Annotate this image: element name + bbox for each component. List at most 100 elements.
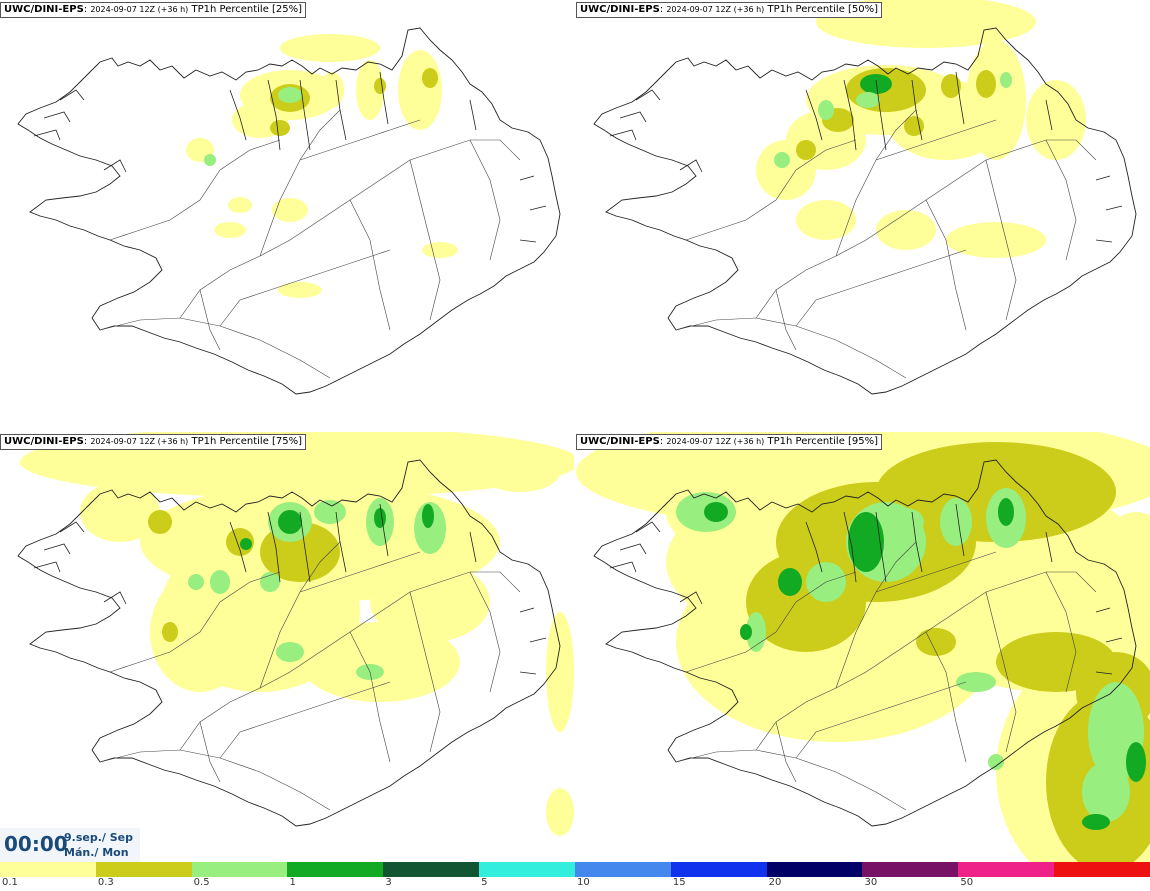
precip-contour: [778, 568, 802, 596]
fjord-line: [519, 175, 535, 181]
precip-contour: [188, 574, 204, 590]
legend-swatch: [574, 862, 671, 877]
precip-contour: [278, 282, 322, 298]
valid-date: 9.sep./ Sep: [64, 831, 133, 844]
fjord-line: [529, 637, 547, 643]
fjord-line: [875, 511, 887, 583]
road-line: [685, 571, 857, 673]
fjord-line: [469, 531, 477, 563]
precip-field: [20, 432, 574, 836]
precip-contour: [860, 74, 892, 94]
legend-swatch: [1054, 862, 1150, 877]
fjord-line: [469, 99, 477, 131]
road-line: [795, 681, 967, 759]
precip-contour: [904, 116, 924, 136]
road-line: [775, 721, 797, 783]
precip-contour: [148, 510, 172, 534]
fjord-line: [635, 521, 661, 533]
precip-contour: [774, 152, 790, 168]
precip-contour: [818, 100, 834, 120]
valid-day: Mán./ Mon: [64, 846, 129, 859]
fjord-line: [59, 89, 85, 101]
parameter: TP1h Percentile [75%]: [191, 436, 303, 447]
precip-contour: [320, 72, 344, 108]
road-line: [219, 249, 391, 327]
fjord-line: [843, 511, 857, 583]
coastline: [17, 27, 561, 395]
precip-contour: [546, 612, 574, 732]
parameter: TP1h Percentile [50%]: [767, 4, 879, 15]
precip-map: [17, 27, 561, 395]
road-line: [409, 159, 441, 321]
precip-contour: [1082, 814, 1110, 830]
precip-contour: [546, 788, 574, 836]
fjord-line: [1095, 175, 1111, 181]
fjord-line: [529, 205, 547, 211]
road-line: [409, 591, 441, 753]
precip-contour: [796, 200, 856, 240]
precip-map: [576, 432, 1150, 863]
fjord-line: [911, 79, 923, 141]
precip-contour: [888, 508, 924, 536]
road-line: [985, 159, 1017, 321]
precip-contour: [796, 140, 816, 160]
precip-contour: [1026, 80, 1086, 160]
precip-contour: [270, 120, 290, 136]
precip-map: [593, 0, 1137, 395]
fjord-line: [519, 239, 537, 243]
fjord-line: [805, 521, 823, 573]
road-line: [109, 571, 281, 673]
fjord-line: [229, 521, 247, 573]
road-line: [875, 551, 997, 593]
precip-contour: [374, 508, 386, 528]
road-line: [349, 631, 391, 763]
precip-contour: [1000, 72, 1012, 88]
precip-contour: [276, 642, 304, 662]
fjord-line: [619, 111, 647, 123]
legend-tick-label: 1: [289, 877, 296, 888]
precip-contour: [272, 198, 308, 222]
road-line: [985, 591, 1017, 753]
legend-tick-label: 5: [481, 877, 488, 888]
fjord-line: [679, 159, 703, 173]
precip-contour: [998, 498, 1014, 526]
legend-tick-label: 50: [960, 877, 974, 888]
fjord-line: [335, 511, 347, 573]
precip-contour: [946, 222, 1046, 258]
fjord-line: [635, 89, 661, 101]
map-panel-50: UWC/DINI-EPS: 2024-09-07 12Z (+36 h) TP1…: [576, 0, 1150, 431]
precip-contour: [80, 482, 160, 542]
fjord-line: [1095, 671, 1113, 675]
fjord-line: [805, 89, 823, 141]
fjord-line: [43, 111, 71, 123]
valid-time-box: 00:00 9.sep./ Sep Mán./ Mon: [0, 828, 140, 862]
coastline: [17, 459, 561, 827]
legend-swatch: [95, 862, 192, 877]
road-line: [925, 199, 967, 331]
precip-contour: [162, 622, 178, 642]
precip-contour: [480, 452, 560, 492]
legend-swatch: [862, 862, 959, 877]
fjord-line: [43, 543, 71, 555]
precip-contour: [278, 510, 302, 534]
run-time: 2024-09-07 12Z (+36 h): [90, 5, 189, 14]
precip-contour: [370, 562, 490, 642]
legend-tick-label: 30: [864, 877, 878, 888]
legend-tick-label: 3: [385, 877, 392, 888]
precip-contour: [704, 502, 728, 522]
fjord-line: [519, 607, 535, 613]
model-name: UWC/DINI-EPS: [580, 436, 660, 447]
run-time: 2024-09-07 12Z (+36 h): [666, 5, 765, 14]
road-line: [199, 289, 221, 351]
fjord-line: [955, 503, 965, 557]
fjord-line: [59, 521, 85, 533]
run-time: 2024-09-07 12Z (+36 h): [666, 437, 765, 446]
fjord-line: [1095, 239, 1113, 243]
precip-field: [186, 34, 458, 298]
parameter: TP1h Percentile [25%]: [191, 4, 303, 15]
road-line: [925, 631, 967, 763]
precip-contour: [956, 672, 996, 692]
road-line: [685, 139, 857, 241]
precip-contour: [988, 754, 1004, 770]
precip-contour: [204, 154, 216, 166]
